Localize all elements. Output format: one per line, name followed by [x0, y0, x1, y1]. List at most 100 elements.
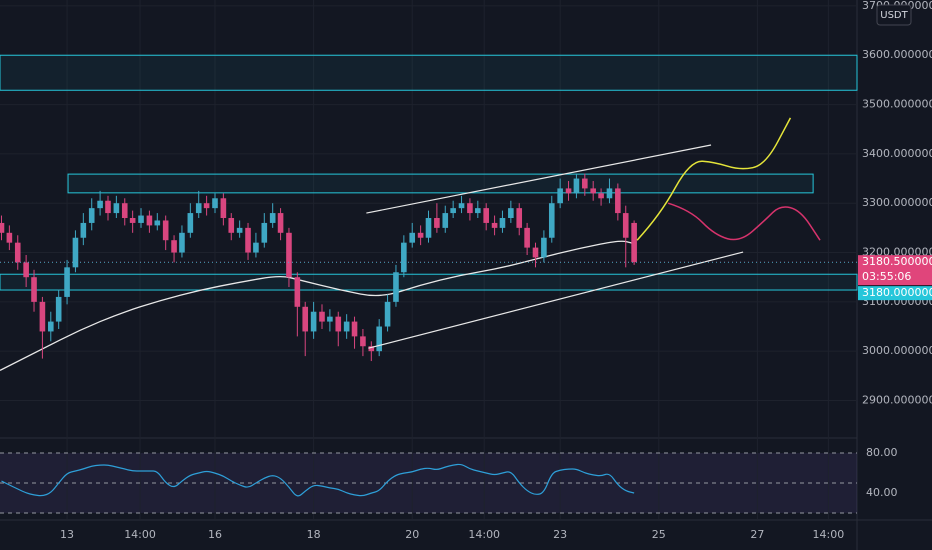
candle-body	[47, 321, 54, 332]
y-tick-label: 3400.000000	[862, 147, 932, 160]
candle-body	[499, 218, 506, 228]
candle-body	[23, 262, 29, 278]
candle-body	[171, 240, 177, 253]
candle-body	[508, 208, 514, 219]
y-tick-label: 3600.000000	[862, 48, 932, 61]
x-tick-label: 14:00	[124, 528, 156, 541]
candle-body	[162, 220, 169, 241]
candle-body	[88, 208, 95, 223]
zone	[0, 54, 858, 91]
zone	[67, 173, 814, 194]
candle-body	[524, 227, 530, 248]
candle-body	[302, 306, 309, 332]
candle-body	[286, 232, 292, 278]
x-tick-label: 14:00	[468, 528, 500, 541]
y-tick-label: 3500.000000	[862, 98, 932, 111]
candle-body	[294, 277, 301, 307]
x-tick-label: 14:00	[813, 528, 845, 541]
currency-box	[876, 4, 912, 26]
trendline	[366, 144, 712, 214]
candle-body	[548, 203, 555, 238]
candle-body	[277, 213, 284, 233]
candle-body	[236, 227, 243, 233]
candle-body	[541, 237, 547, 258]
candle-body	[253, 242, 259, 253]
candle-body	[532, 247, 539, 258]
price-label: 3180.000000	[862, 286, 932, 299]
candle-body	[590, 188, 596, 194]
moving-average	[0, 240, 633, 371]
price-badge	[858, 255, 932, 286]
candle-body	[129, 218, 136, 223]
candle-body	[121, 203, 128, 219]
candle-body	[319, 311, 325, 322]
candle-body	[97, 200, 103, 209]
candle-body	[425, 218, 432, 238]
price-countdown: 03:55:06	[862, 270, 911, 283]
oscillator-line	[1, 463, 635, 497]
candle-body	[598, 193, 604, 199]
candle-body	[146, 215, 153, 226]
candle-body	[417, 232, 424, 238]
candle-body	[401, 242, 407, 273]
candle-body	[335, 316, 342, 332]
candle-body	[6, 232, 13, 243]
trendline	[368, 251, 744, 349]
candle-body	[72, 237, 79, 268]
candle-body	[458, 203, 465, 209]
candle-body	[113, 203, 120, 214]
zone	[0, 273, 858, 291]
candle-body	[343, 321, 350, 332]
y-tick-label: 2900.000000	[862, 394, 932, 407]
candle-body	[483, 208, 489, 223]
oscillator-tick-label: 40.00	[866, 486, 898, 499]
candle-body	[368, 346, 375, 352]
price-badge	[858, 286, 932, 301]
candle-body	[631, 222, 637, 263]
candle-body	[179, 232, 185, 253]
candle-body	[615, 188, 621, 214]
candle-body	[384, 301, 391, 327]
candle-body	[55, 296, 62, 322]
candle-body	[351, 321, 358, 337]
candle-body	[245, 227, 251, 253]
price-label: 3180.500000	[862, 255, 932, 268]
oscillator-tick-label: 80.00	[866, 446, 898, 459]
candle-body	[195, 203, 202, 214]
candle-body	[376, 326, 382, 352]
x-tick-label: 20	[405, 528, 419, 541]
candle-body	[582, 178, 588, 189]
candle-body	[622, 213, 629, 238]
candle-body	[475, 208, 481, 214]
candle-body	[187, 213, 194, 233]
candle-body	[269, 213, 276, 223]
projection-curve	[667, 202, 821, 241]
candle-body	[138, 215, 144, 223]
x-tick-label: 16	[208, 528, 222, 541]
candle-body	[565, 188, 572, 194]
x-tick-label: 18	[307, 528, 321, 541]
candle-body	[14, 242, 21, 263]
candle-body	[393, 272, 399, 302]
x-tick-label: 25	[652, 528, 666, 541]
candle-body	[467, 203, 473, 214]
candle-body	[360, 336, 366, 347]
candle-body	[80, 222, 87, 238]
candle-body	[516, 208, 523, 228]
candle-body	[31, 277, 37, 302]
y-tick-label: 3300.000000	[862, 196, 932, 209]
candle-body	[573, 178, 580, 194]
x-tick-label: 13	[60, 528, 74, 541]
candle-body	[409, 232, 416, 243]
x-tick-label: 27	[750, 528, 764, 541]
candle-body	[491, 222, 498, 228]
candle-body	[228, 218, 235, 233]
candle-body	[557, 188, 563, 204]
candle-body	[327, 316, 333, 322]
candle-body	[0, 222, 5, 233]
candle-body	[39, 301, 46, 332]
candle-body	[154, 220, 161, 226]
candle-body	[64, 267, 70, 297]
candle-body	[450, 208, 456, 214]
